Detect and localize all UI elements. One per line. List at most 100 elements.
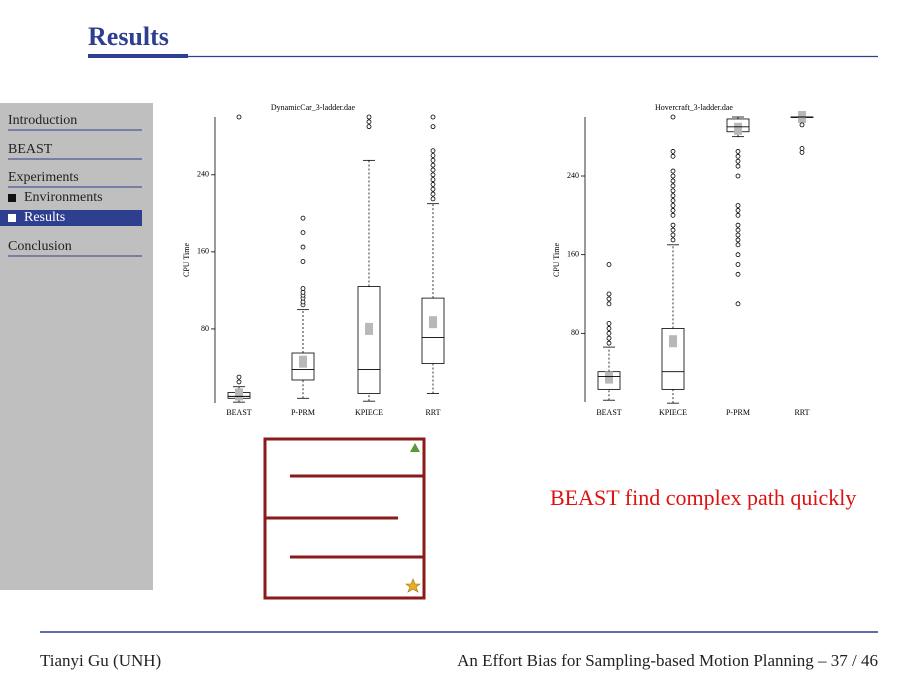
outlier [670, 188, 676, 194]
outlier [670, 114, 676, 120]
outlier [430, 172, 436, 178]
outlier [735, 271, 741, 277]
outlier [300, 215, 306, 221]
outlier [735, 149, 741, 154]
outlier [430, 153, 436, 158]
outlier [670, 227, 676, 233]
nav-bullet [8, 214, 16, 222]
x-tick-label: P-PRM [726, 408, 750, 417]
outlier [670, 237, 676, 243]
mean-marker [429, 316, 437, 329]
outlier [799, 149, 805, 155]
box [661, 328, 685, 390]
outlier [670, 212, 676, 218]
outlier [606, 326, 612, 331]
mean-marker [235, 388, 243, 401]
maze [263, 437, 426, 600]
mean-marker [365, 322, 373, 335]
outlier [430, 191, 436, 197]
outlier [606, 340, 612, 346]
outlier [735, 173, 741, 179]
caption: BEAST find complex path quickly [550, 485, 857, 510]
mean-marker [669, 335, 677, 348]
outlier [430, 157, 436, 163]
outlier [735, 232, 741, 238]
outlier [735, 252, 741, 258]
y-tick-label: 240 [197, 170, 209, 179]
outlier [430, 182, 436, 187]
outlier [366, 124, 372, 130]
outlier [300, 259, 306, 264]
outlier [430, 196, 436, 202]
outlier [670, 168, 676, 174]
nav-highlight [0, 210, 142, 226]
outlier [670, 173, 676, 179]
outlier [670, 178, 676, 184]
slide-title: Results [88, 22, 169, 51]
outlier [735, 222, 741, 228]
outlier [799, 122, 805, 128]
y-tick-label: 160 [197, 247, 209, 256]
outlier [430, 167, 436, 173]
mean-marker [734, 122, 742, 135]
outlier [430, 148, 436, 154]
x-tick-label: BEAST [596, 408, 621, 417]
outlier [606, 291, 612, 297]
mean-marker [605, 371, 613, 384]
y-tick-label: 80 [201, 324, 209, 333]
nav-item[interactable]: Results [24, 210, 65, 225]
outlier [735, 227, 741, 233]
y-axis-label: CPU Time [182, 243, 191, 277]
footer-title: An Effort Bias for Sampling-based Motion… [457, 651, 878, 670]
x-tick-label: RRT [425, 408, 440, 417]
chart-title: DynamicCar_3-ladder.dae [271, 103, 356, 112]
outlier [606, 321, 612, 326]
x-tick-label: KPIECE [355, 408, 383, 417]
y-tick-label: 240 [567, 171, 579, 180]
y-tick-label: 160 [567, 249, 579, 258]
outlier [735, 203, 741, 208]
outlier [236, 374, 242, 380]
nav-bullet [8, 194, 16, 202]
outlier [236, 114, 242, 120]
mean-marker [299, 355, 307, 368]
outlier [606, 301, 612, 307]
nav-item[interactable]: BEAST [8, 142, 53, 157]
y-tick-label: 80 [571, 328, 579, 337]
outlier [735, 301, 741, 307]
outlier [670, 232, 676, 238]
box [421, 297, 445, 365]
outlier [670, 203, 676, 208]
outlier [735, 153, 741, 159]
outlier [735, 237, 741, 243]
y-axis-label: CPU Time [552, 243, 561, 277]
outlier [735, 262, 741, 267]
outlier [366, 119, 372, 125]
outlier [300, 230, 306, 236]
outlier [799, 146, 805, 151]
nav-item[interactable]: Environments [24, 190, 103, 205]
outlier [430, 162, 436, 168]
nav-item[interactable]: Conclusion [8, 239, 72, 254]
outlier [670, 222, 676, 228]
x-tick-label: BEAST [226, 408, 251, 417]
outlier [606, 262, 612, 267]
nav-item[interactable]: Introduction [8, 113, 77, 128]
outlier [735, 208, 741, 213]
outlier [300, 299, 306, 305]
outlier [670, 198, 676, 203]
outlier [236, 379, 242, 385]
outlier [606, 335, 612, 341]
title-accent [88, 54, 188, 58]
outlier [670, 183, 676, 189]
outlier [300, 286, 306, 291]
x-tick-label: RRT [794, 408, 809, 417]
nav-item[interactable]: Experiments [8, 170, 79, 185]
x-tick-label: P-PRM [291, 408, 315, 417]
outlier [735, 163, 741, 169]
sidebar [0, 103, 153, 590]
outlier [735, 158, 741, 164]
outlier [670, 149, 676, 154]
